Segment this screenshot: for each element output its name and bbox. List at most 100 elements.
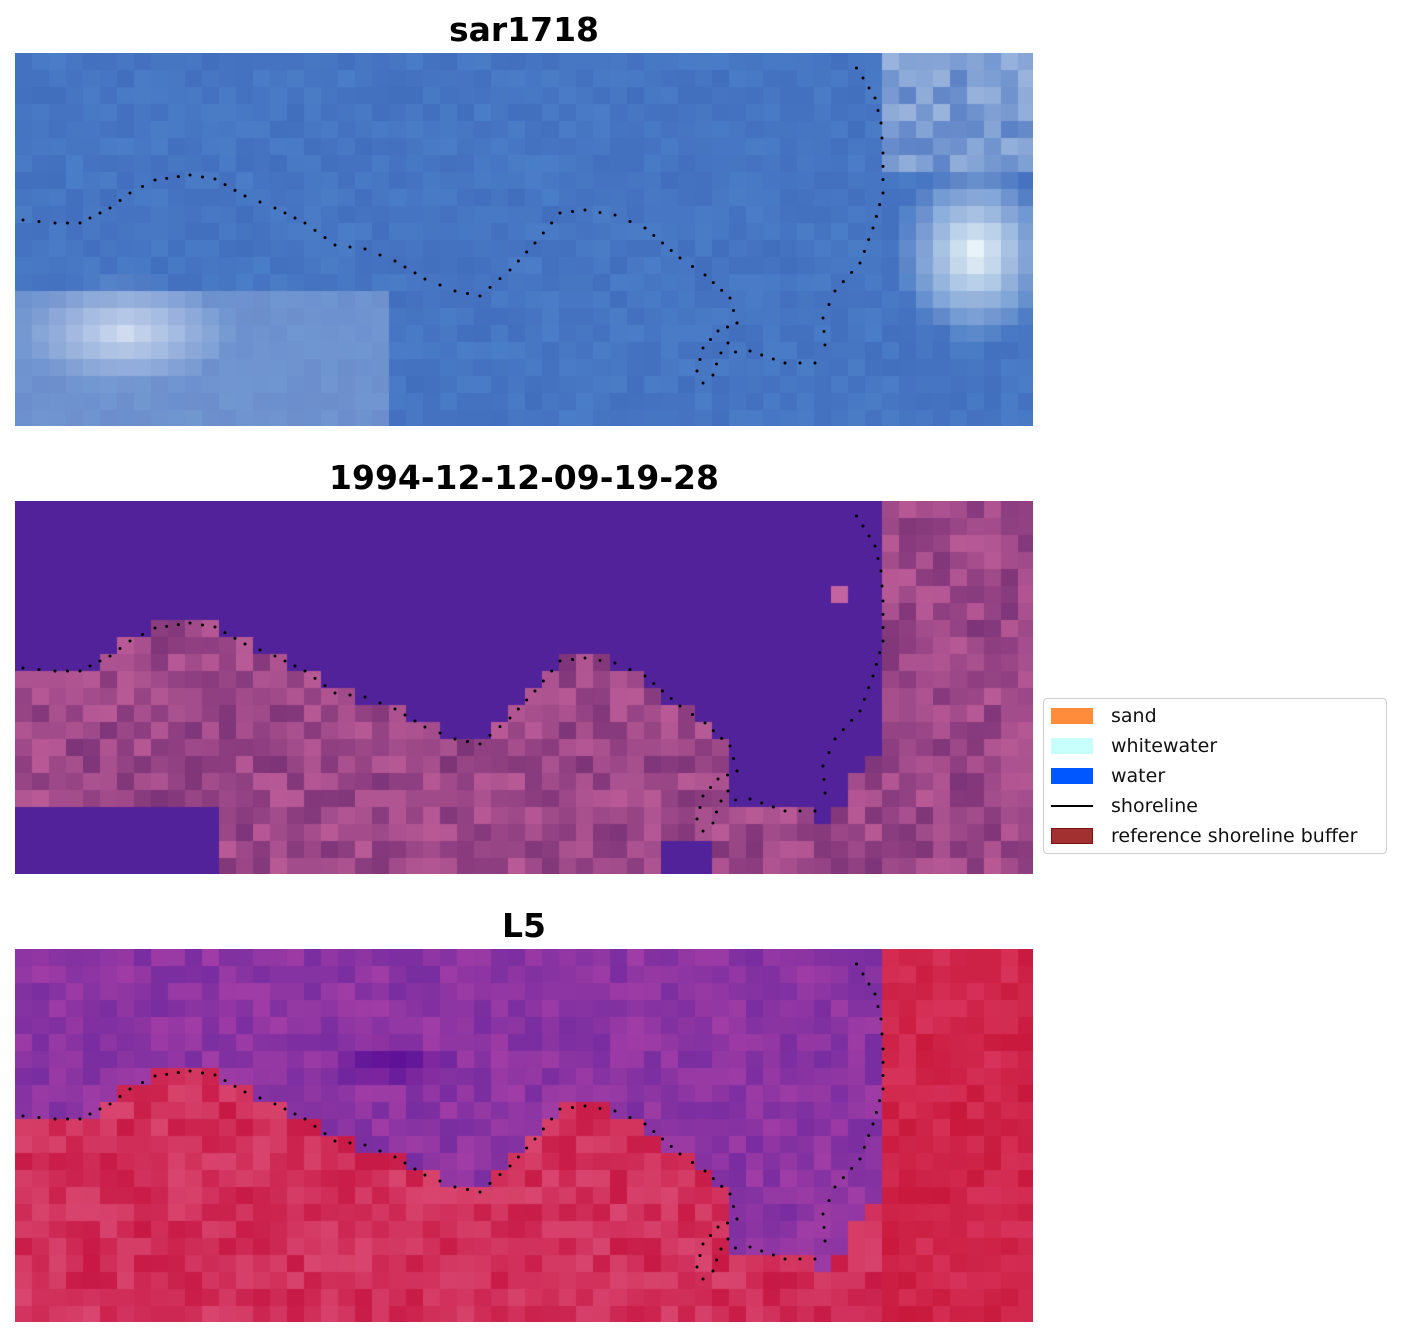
shoreline-dot xyxy=(613,661,617,665)
shoreline-dot xyxy=(348,1141,352,1145)
shoreline-dot xyxy=(88,216,92,220)
shoreline-dot xyxy=(798,809,802,813)
shoreline-dot xyxy=(525,250,529,254)
shoreline-dot xyxy=(783,361,787,365)
shoreline-dot xyxy=(176,175,180,179)
shoreline-dot xyxy=(303,669,307,673)
shoreline-dot xyxy=(498,1173,502,1177)
shoreline-dot xyxy=(873,544,877,548)
shoreline-dot xyxy=(701,829,705,833)
legend-item-reference-buffer: reference shoreline buffer xyxy=(1051,821,1357,851)
shoreline-dot xyxy=(871,1122,875,1126)
shoreline-dot xyxy=(669,1145,673,1148)
shoreline-dot xyxy=(850,270,854,274)
shoreline-dot xyxy=(488,1181,492,1185)
shoreline-dot xyxy=(201,623,204,627)
shoreline-dot xyxy=(488,733,492,737)
shoreline-dot xyxy=(488,285,492,289)
shoreline-dot xyxy=(881,164,885,168)
shoreline-dot xyxy=(855,66,858,70)
shoreline-dot xyxy=(709,338,712,341)
shoreline-dot xyxy=(871,674,875,678)
shoreline-dot xyxy=(141,185,144,188)
shoreline-dot xyxy=(813,809,817,813)
shoreline-dot xyxy=(508,716,512,720)
shoreline-dot xyxy=(438,731,442,735)
shoreline-dot xyxy=(881,1060,885,1064)
shoreline-dot xyxy=(571,1106,574,1109)
shoreline-dot xyxy=(716,777,720,781)
shoreline-dot xyxy=(881,599,885,603)
shoreline-dot xyxy=(453,289,457,293)
shoreline-dot xyxy=(748,797,752,801)
shoreline-dot xyxy=(98,211,102,215)
shoreline-dot xyxy=(628,668,632,671)
shoreline-dot xyxy=(715,362,718,366)
shoreline-dot xyxy=(21,1114,25,1118)
shoreline-dot xyxy=(858,1157,862,1161)
shoreline-dot xyxy=(303,1117,307,1121)
shoreline-dot xyxy=(141,633,144,636)
shoreline-dot xyxy=(558,211,562,215)
shoreline-dot xyxy=(821,764,825,768)
shoreline-dot xyxy=(726,773,729,777)
shoreline-dot xyxy=(323,1132,327,1136)
shoreline-dot xyxy=(881,1074,885,1078)
shoreline-dot xyxy=(413,271,417,275)
shoreline-dot xyxy=(423,277,427,281)
shoreline-dot xyxy=(98,659,102,663)
whitewater-swatch xyxy=(1051,738,1093,754)
shoreline-dot xyxy=(827,751,831,754)
shoreline-dot xyxy=(348,245,352,249)
shoreline-dot xyxy=(478,1190,482,1194)
shoreline-dot xyxy=(881,191,885,195)
shoreline-dot xyxy=(393,1155,397,1159)
shoreline-dot xyxy=(628,220,632,223)
shoreline-overlay xyxy=(21,66,885,385)
shoreline-dot xyxy=(880,584,884,588)
shoreline-dot xyxy=(21,666,25,670)
shoreline-dot xyxy=(701,346,705,350)
shoreline-dot xyxy=(128,191,132,195)
shoreline-dot xyxy=(760,1249,764,1253)
shoreline-dot xyxy=(283,1107,287,1111)
shoreline-line-swatch xyxy=(1051,805,1093,807)
shoreline-dot xyxy=(862,1145,866,1149)
legend-label: sand xyxy=(1111,705,1157,727)
shoreline-dot xyxy=(726,1237,730,1241)
shoreline-dot xyxy=(878,203,882,207)
shoreline-dot xyxy=(66,221,69,225)
shoreline-dot xyxy=(841,1176,845,1180)
shoreline-dot xyxy=(881,626,885,630)
shoreline-dot xyxy=(66,1117,69,1121)
shoreline-dot xyxy=(783,1257,787,1261)
shoreline-dot xyxy=(478,294,482,298)
shoreline-dot xyxy=(213,1073,217,1077)
shoreline-dot xyxy=(583,208,587,212)
shoreline-dot xyxy=(855,514,858,518)
shoreline-dot xyxy=(37,1116,41,1119)
shoreline-dot xyxy=(333,243,337,247)
shoreline-dot xyxy=(165,1072,169,1076)
shoreline-dot xyxy=(413,1167,417,1171)
shoreline-dot xyxy=(571,210,574,213)
shoreline-dot xyxy=(118,1095,122,1098)
shoreline-dot xyxy=(438,1179,442,1183)
shoreline-dot xyxy=(188,621,192,625)
shoreline-dot xyxy=(516,1155,520,1159)
shoreline-dot xyxy=(165,176,169,180)
shoreline-dot xyxy=(423,725,427,729)
shoreline-dot xyxy=(141,1081,144,1084)
shoreline-dot xyxy=(643,1122,647,1126)
shoreline-dot xyxy=(716,329,720,333)
shoreline-dot xyxy=(88,1112,92,1116)
shoreline-dot xyxy=(698,806,702,809)
shoreline-dot xyxy=(709,1234,712,1237)
shoreline-dot xyxy=(293,1112,297,1116)
shoreline-dot xyxy=(881,612,885,616)
shoreline-dot xyxy=(98,1107,102,1111)
shoreline-dot xyxy=(822,778,826,781)
legend-item-sand: sand xyxy=(1051,701,1157,731)
shoreline-dot xyxy=(201,175,204,179)
shoreline-dot xyxy=(153,178,157,182)
